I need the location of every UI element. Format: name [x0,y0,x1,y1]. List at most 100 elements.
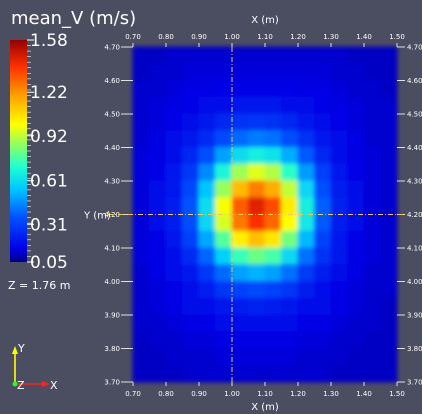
heatmap-cell [297,364,315,383]
heatmap-cell [248,264,266,282]
heatmap-cell [314,130,332,148]
heatmap-cell [132,281,150,299]
heatmap-cell [165,113,183,132]
heatmap-cell [132,348,150,366]
heatmap-cell [182,147,200,165]
heatmap-cell [215,147,233,165]
y-tick-label-right: 3.90 [407,312,422,320]
heatmap-cell [215,364,233,383]
heatmap-cell [231,80,249,98]
heatmap-cell [380,214,398,232]
heatmap-cell [297,331,315,349]
scalar-bar-label: 1.22 [30,83,68,103]
heatmap-cell [231,364,249,383]
heatmap-cell [330,314,348,333]
heatmap-cell [231,297,249,316]
y-tick-label-right: 4.30 [407,178,422,186]
scalar-bar-label: 0.92 [30,127,68,147]
heatmap-cell [165,314,183,333]
heatmap-cell [198,180,216,199]
heatmap-cell [182,214,200,232]
heatmap-cell [149,130,167,148]
x-tick-label-bottom: 1.30 [323,390,339,398]
heatmap-cell [182,314,200,333]
heatmap-cell [314,281,332,299]
heatmap-cell [215,348,233,366]
heatmap-cell [363,147,381,165]
heatmap-cell [248,163,266,182]
heatmap-cell [330,297,348,316]
scalar-bar-title: mean_V (m/s) [11,8,136,29]
heatmap-cell [182,281,200,299]
scalar-bar-label: 1.58 [30,31,68,51]
heatmap-cell [281,314,299,333]
heatmap-cell [149,264,167,282]
x-tick-label-top: 1.50 [389,33,405,41]
heatmap-cell [347,46,365,65]
heatmap-cell [215,113,233,132]
x-tick-label-bottom: 0.90 [191,390,207,398]
y-tick-label-left: 3.90 [104,312,120,320]
x-tick-label-bottom: 1.50 [389,390,405,398]
heatmap-cell [264,63,282,81]
heatmap-cell [264,130,282,148]
heatmap-cell [182,247,200,266]
heatmap-cell [281,264,299,282]
heatmap-cell [363,63,381,81]
heatmap-cell [347,364,365,383]
heatmap-cell [198,348,216,366]
heatmap-cell [198,230,216,249]
heatmap-cell [248,63,266,81]
heatmap-cell [182,96,200,115]
heatmap-cell [264,348,282,366]
x-tick-label-bottom: 1.00 [224,390,240,398]
heatmap-cell [248,96,266,115]
heatmap-cell [347,130,365,148]
heatmap-cell [297,314,315,333]
heatmap-cell [198,46,216,65]
heatmap-cell [363,130,381,148]
heatmap-cell [198,197,216,215]
heatmap-cell [149,197,167,215]
x-tick-label-bottom: 1.10 [257,390,273,398]
heatmap-cell [165,281,183,299]
heatmap-cell [297,297,315,316]
heatmap-cell [330,364,348,383]
heatmap-cell [165,214,183,232]
x-tick-label-top: 0.70 [125,33,141,41]
heatmap-cell [198,331,216,349]
heatmap-cell [314,331,332,349]
heatmap-cell [215,331,233,349]
heatmap-cell [149,247,167,266]
heatmap-cell [330,46,348,65]
heatmap-cell [149,230,167,249]
y-tick-label-right: 4.20 [407,211,422,219]
heatmap-cell [281,180,299,199]
probe-crosshair[interactable] [108,47,403,382]
heatmap-cell [297,214,315,232]
heatmap-cell [198,80,216,98]
heatmap-cell [248,314,266,333]
heatmap-cell [281,197,299,215]
heatmap-cell [182,113,200,132]
heatmap-cell [380,348,398,366]
heatmap-cell [330,147,348,165]
heatmap-cell [248,80,266,98]
heatmap-cell [132,63,150,81]
heatmap-cell [330,180,348,199]
heatmap-cell [248,297,266,316]
heatmap-cell [132,180,150,199]
heatmap-cell [215,264,233,282]
heatmap-cell [363,197,381,215]
heatmap-cell [231,214,249,232]
heatmap-cell [198,281,216,299]
heatmap-cell [248,281,266,299]
heatmap-cell [363,230,381,249]
heatmap-cell [248,147,266,165]
heatmap-cell [248,46,266,65]
heatmap-cell [281,63,299,81]
heatmap-cell [363,331,381,349]
heatmap-cell [182,130,200,148]
heatmap-cell [314,80,332,98]
